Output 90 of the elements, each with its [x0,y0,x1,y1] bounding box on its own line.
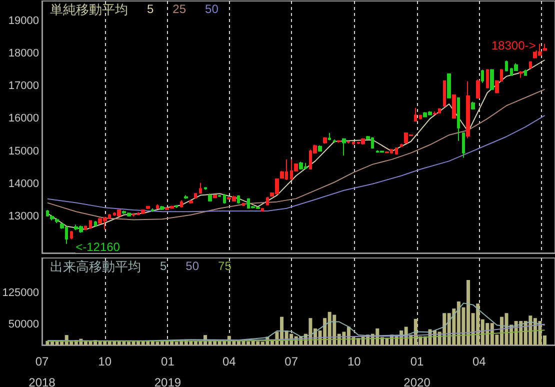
candlestick [318,144,322,152]
candlestick [457,96,460,142]
candlestick [117,208,121,217]
candlestick [466,80,470,139]
line-series [46,330,546,342]
text: 5 [147,2,154,16]
y-tick-label: 18000 [8,47,39,60]
annotation: 18300-> [491,38,536,53]
candlestick [452,94,456,120]
x-tick-label: 10 [98,354,112,368]
x-tick-label: 07 [284,354,298,368]
annotation: <-12160 [76,240,120,254]
candlestick [486,68,489,89]
x-tick-label: 01 2020 [404,354,431,387]
candlestick [400,143,403,148]
candlestick [361,138,365,145]
candlestick [462,132,465,158]
text: 25 [172,2,186,16]
candlestick [242,202,245,207]
candlestick [543,43,547,52]
x-tick-label: 04 [472,354,486,368]
candlestick [156,204,159,210]
candlestick [505,60,508,72]
y-tick-label: 19000 [8,14,39,27]
candlestick [342,138,346,156]
candlestick [160,206,164,210]
y-tick-label: 16000 [8,112,39,125]
candlestick [333,139,336,144]
candlestick [490,68,494,90]
candlestick [151,208,154,212]
candlestick [529,60,532,69]
y-tick-label: 125000 [2,287,39,300]
text: 75 [218,259,232,273]
candlestick [323,136,327,144]
y-tick-label: 15000 [8,145,39,158]
candlestick [218,194,221,198]
candlestick [223,193,226,204]
y-tick-label: 13000 [8,210,39,222]
candlestick [141,208,145,214]
line-series [46,88,546,220]
candlestick [204,186,207,190]
candlestick [447,73,451,98]
candlestick [328,132,331,141]
candlestick [70,230,73,240]
x-tick-label: 04 [222,354,236,368]
candlestick [261,208,264,212]
candlestick [180,200,183,208]
line-series [46,114,546,212]
candlestick [433,111,437,115]
candlestick [481,69,484,84]
candlestick [476,79,480,99]
candlestick [213,194,217,199]
candlestick [89,220,92,230]
candlestick [266,196,269,206]
candlestick [199,182,202,194]
candlestick [443,80,446,107]
candlestick [419,114,422,120]
candlestick [146,206,150,210]
legend-title: 単純移動平均 [50,2,128,17]
line-series [46,60,546,230]
candlestick [94,220,97,227]
y-tick-label: 17000 [8,80,39,92]
candlestick [175,204,178,209]
candlestick [347,140,350,144]
text: 50 [186,259,200,273]
x-tick-label: 01 2019 [154,354,182,387]
x-tick-label: 07 2018 [28,354,56,387]
candlestick [132,212,135,217]
candlestick [395,147,398,156]
candlestick [385,150,389,154]
x-tick-label: 10 [347,354,362,368]
text: 50 [205,2,219,16]
candlestick [414,107,417,122]
candlestick [380,150,384,154]
candlestick [84,225,87,231]
candlestick [184,194,188,200]
candlestick [337,140,341,144]
candlestick [237,194,240,204]
candlestick [519,70,523,78]
candlestick [208,193,212,202]
candlestick [194,192,197,199]
candlestick [299,161,303,170]
candlestick [352,141,355,146]
text: 5 [160,259,167,273]
legend-title: 出来高移動平均 [50,259,141,274]
candlestick [471,101,475,110]
candlestick [524,69,527,76]
y-tick-label: 14000 [8,178,39,190]
y-tick-label: 50000 [8,318,39,330]
candlestick [189,200,193,204]
